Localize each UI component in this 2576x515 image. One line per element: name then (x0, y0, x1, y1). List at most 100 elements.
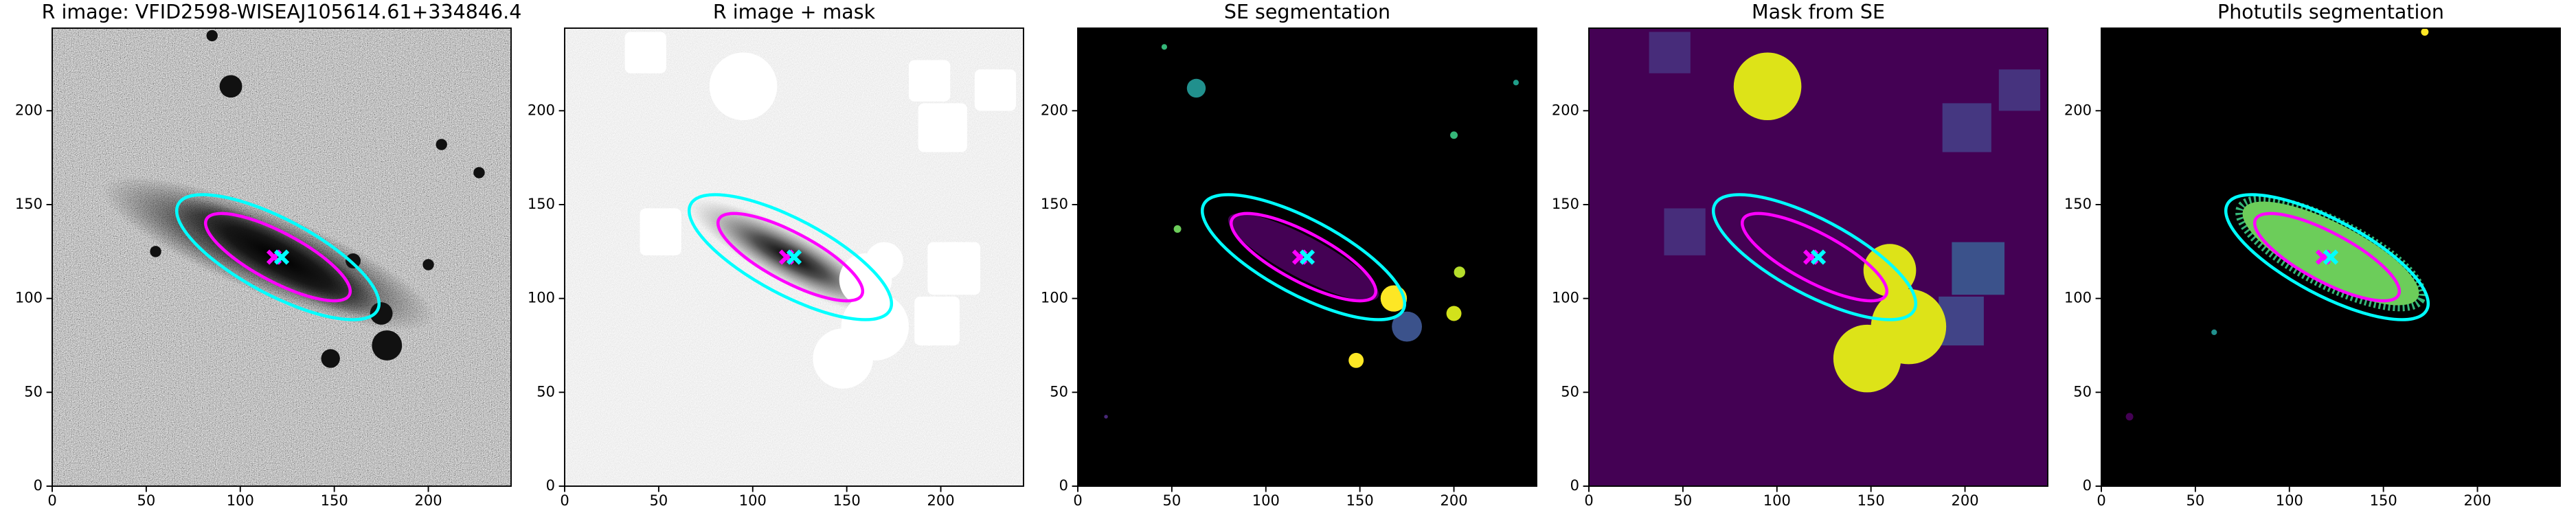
image (565, 28, 1024, 486)
source (321, 349, 340, 368)
source (346, 253, 361, 268)
mask-region (1733, 52, 1802, 121)
source (150, 246, 161, 258)
x-tick-label: 150 (1346, 492, 1374, 509)
y-tick-label: 0 (34, 477, 43, 494)
center-marker (1810, 249, 1827, 265)
y-tick-label: 200 (15, 102, 43, 118)
y-tick-label: 50 (24, 383, 43, 400)
image (1078, 28, 1537, 486)
panel: 0 50 100 150 200 0 50 100 150 200 SE segmentation (1041, 1, 1537, 509)
y-tick-label: 100 (1552, 290, 1579, 306)
aperture-ellipse (2224, 193, 2430, 321)
axes-frame (564, 27, 1024, 487)
y-tick-label: 150 (528, 196, 555, 212)
panel: 0 50 100 150 200 0 50 100 150 200 Mask from SE (1552, 1, 2048, 509)
segment (1513, 80, 1519, 86)
y-tick-label: 50 (536, 383, 555, 400)
x-tick-label: 50 (137, 492, 156, 509)
x-tick-label: 50 (2187, 492, 2205, 509)
x-tick-label: 50 (1163, 492, 1182, 509)
x-tick-label: 200 (2463, 492, 2491, 509)
source (219, 75, 242, 98)
x-tick-label: 50 (650, 492, 668, 509)
x-tick-label: 100 (227, 492, 254, 509)
y-tick-label: 150 (1041, 196, 1068, 212)
y-tick-label: 50 (1050, 383, 1068, 400)
source (372, 330, 403, 360)
image (2101, 28, 2560, 486)
masked-region (974, 69, 1017, 111)
mask-region (1939, 296, 1984, 346)
axes-frame (1588, 27, 2048, 487)
x-tick-label: 0 (1584, 492, 1593, 509)
masked-region (640, 208, 681, 255)
y-tick-label: 200 (2064, 102, 2092, 118)
y-tick-label: 100 (1041, 290, 1068, 306)
y-tick-label: 150 (2064, 196, 2092, 212)
panel: 0 50 100 150 200 0 50 100 150 200 R image + mask (528, 1, 1024, 509)
x-tick-label: 200 (927, 492, 954, 509)
panel-title: SE segmentation (1224, 1, 1390, 23)
y-tick-label: 50 (1561, 383, 1579, 400)
x-tick-label: 100 (2276, 492, 2303, 509)
aperture-ellipse (1711, 193, 1918, 321)
y-tick-label: 100 (15, 290, 43, 306)
aperture-ellipse (1200, 193, 1407, 321)
x-tick-label: 0 (2097, 492, 2105, 509)
center-marker (273, 249, 290, 265)
panel-title: Mask from SE (1752, 1, 1885, 23)
x-tick-label: 150 (2370, 492, 2397, 509)
mask-region (1952, 242, 2005, 295)
y-tick-label: 0 (2083, 477, 2092, 494)
center-marker (2323, 249, 2339, 265)
masked-region (841, 293, 909, 360)
y-tick-label: 50 (2073, 383, 2092, 400)
aperture-ellipse (1229, 211, 1378, 303)
segment (1228, 213, 1379, 301)
panel-title: Photutils segmentation (2217, 1, 2444, 23)
y-tick-label: 0 (1570, 477, 1579, 494)
segment (1173, 225, 1182, 233)
panel: 0 50 100 150 200 0 50 100 150 200 R image: VFID259… (15, 1, 521, 509)
segment (1454, 266, 1465, 278)
aperture-ellipse (174, 193, 381, 321)
x-tick-label: 50 (1674, 492, 1693, 509)
segment (1161, 44, 1168, 50)
center-marker (1299, 249, 1315, 265)
x-tick-label: 200 (1440, 492, 1467, 509)
y-tick-label: 100 (2064, 290, 2092, 306)
masked-region (909, 60, 951, 102)
source (436, 139, 447, 150)
masked-region (914, 296, 960, 346)
y-tick-label: 150 (15, 196, 43, 212)
source (473, 167, 485, 179)
segment (1392, 311, 1422, 342)
aperture-ellipse (2252, 211, 2402, 303)
aperture-ellipse (687, 193, 894, 321)
aperture-ellipse (1740, 211, 1889, 303)
y-tick-label: 200 (1041, 102, 1068, 118)
source (206, 30, 218, 42)
center-marker (786, 249, 802, 265)
masked-region (709, 52, 778, 121)
segment (1186, 78, 1206, 98)
x-tick-label: 100 (739, 492, 767, 509)
y-tick-label: 100 (528, 290, 555, 306)
panel-title: R image: VFID2598-WISEAJ105614.61+334846… (42, 1, 522, 23)
y-tick-label: 200 (1552, 102, 1579, 118)
panel: 0 50 100 150 200 0 50 100 150 200 Photutils segmen… (2064, 1, 2561, 509)
source (370, 302, 393, 325)
mask-region (1649, 32, 1691, 73)
mask-region (1998, 69, 2041, 111)
x-tick-label: 0 (1073, 492, 1082, 509)
segment (2211, 329, 2217, 335)
x-tick-label: 150 (321, 492, 348, 509)
segment (1446, 306, 1462, 321)
mask-region (1664, 208, 1706, 255)
masked-region (918, 103, 967, 152)
y-tick-label: 200 (528, 102, 555, 118)
image (1589, 28, 2048, 486)
axes-frame (1077, 27, 1537, 487)
